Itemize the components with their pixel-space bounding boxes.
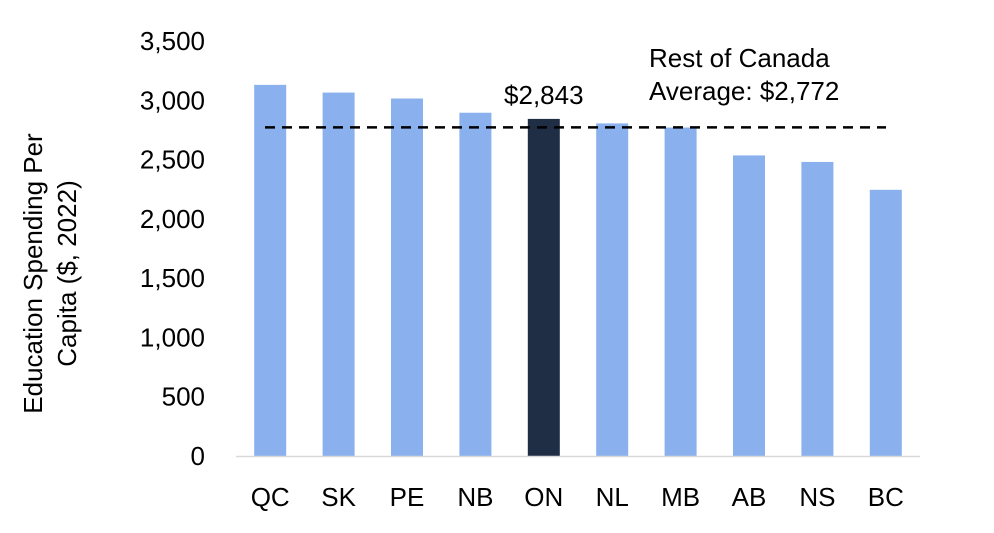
y-tick-label: 3,500: [140, 26, 205, 56]
bar-nb: [459, 112, 492, 456]
x-tick-label-ab: AB: [732, 482, 767, 512]
x-tick-label-on: ON: [524, 482, 563, 512]
bar-nl: [596, 123, 629, 457]
reference-label-line-1: Rest of Canada: [649, 43, 830, 73]
bar-qc: [254, 84, 287, 456]
x-tick-label-pe: PE: [390, 482, 425, 512]
x-tick-label-qc: QC: [251, 482, 290, 512]
x-tick-label-nl: NL: [596, 482, 629, 512]
y-tick-label: 3,000: [140, 85, 205, 115]
x-tick-labels: QC SK PE NB ON NL MB AB NS BC: [251, 482, 904, 512]
y-tick-label: 1,500: [140, 263, 205, 293]
bar-bc: [869, 189, 902, 457]
reference-label-line-2: Average: $2,772: [649, 76, 839, 106]
x-tick-label-bc: BC: [868, 482, 904, 512]
y-tick-label: 1,000: [140, 322, 205, 352]
bar-mb: [664, 127, 697, 457]
bar-sk: [322, 92, 355, 456]
y-tick-label: 2,000: [140, 204, 205, 234]
x-tick-label-sk: SK: [321, 482, 356, 512]
x-tick-label-nb: NB: [457, 482, 493, 512]
y-axis-title-line-2: Capita ($, 2022): [52, 180, 82, 366]
y-tick-labels: 0 500 1,000 1,500 2,000 2,500 3,000 3,500: [140, 26, 205, 471]
bars: [254, 84, 902, 457]
y-axis-title-line-1: Education Spending Per: [18, 133, 48, 414]
bar-ab: [733, 155, 765, 456]
highlight-bar-value-label: $2,843: [504, 80, 584, 110]
bar-on: [527, 118, 560, 456]
bar-ns: [801, 161, 834, 456]
y-tick-label: 500: [162, 382, 205, 412]
x-tick-label-mb: MB: [661, 482, 700, 512]
bar-pe: [391, 98, 423, 456]
x-tick-label-ns: NS: [799, 482, 835, 512]
y-axis-label: Education Spending Per Capita ($, 2022): [18, 133, 82, 414]
y-tick-label: 2,500: [140, 145, 205, 175]
y-tick-label: 0: [191, 441, 205, 471]
